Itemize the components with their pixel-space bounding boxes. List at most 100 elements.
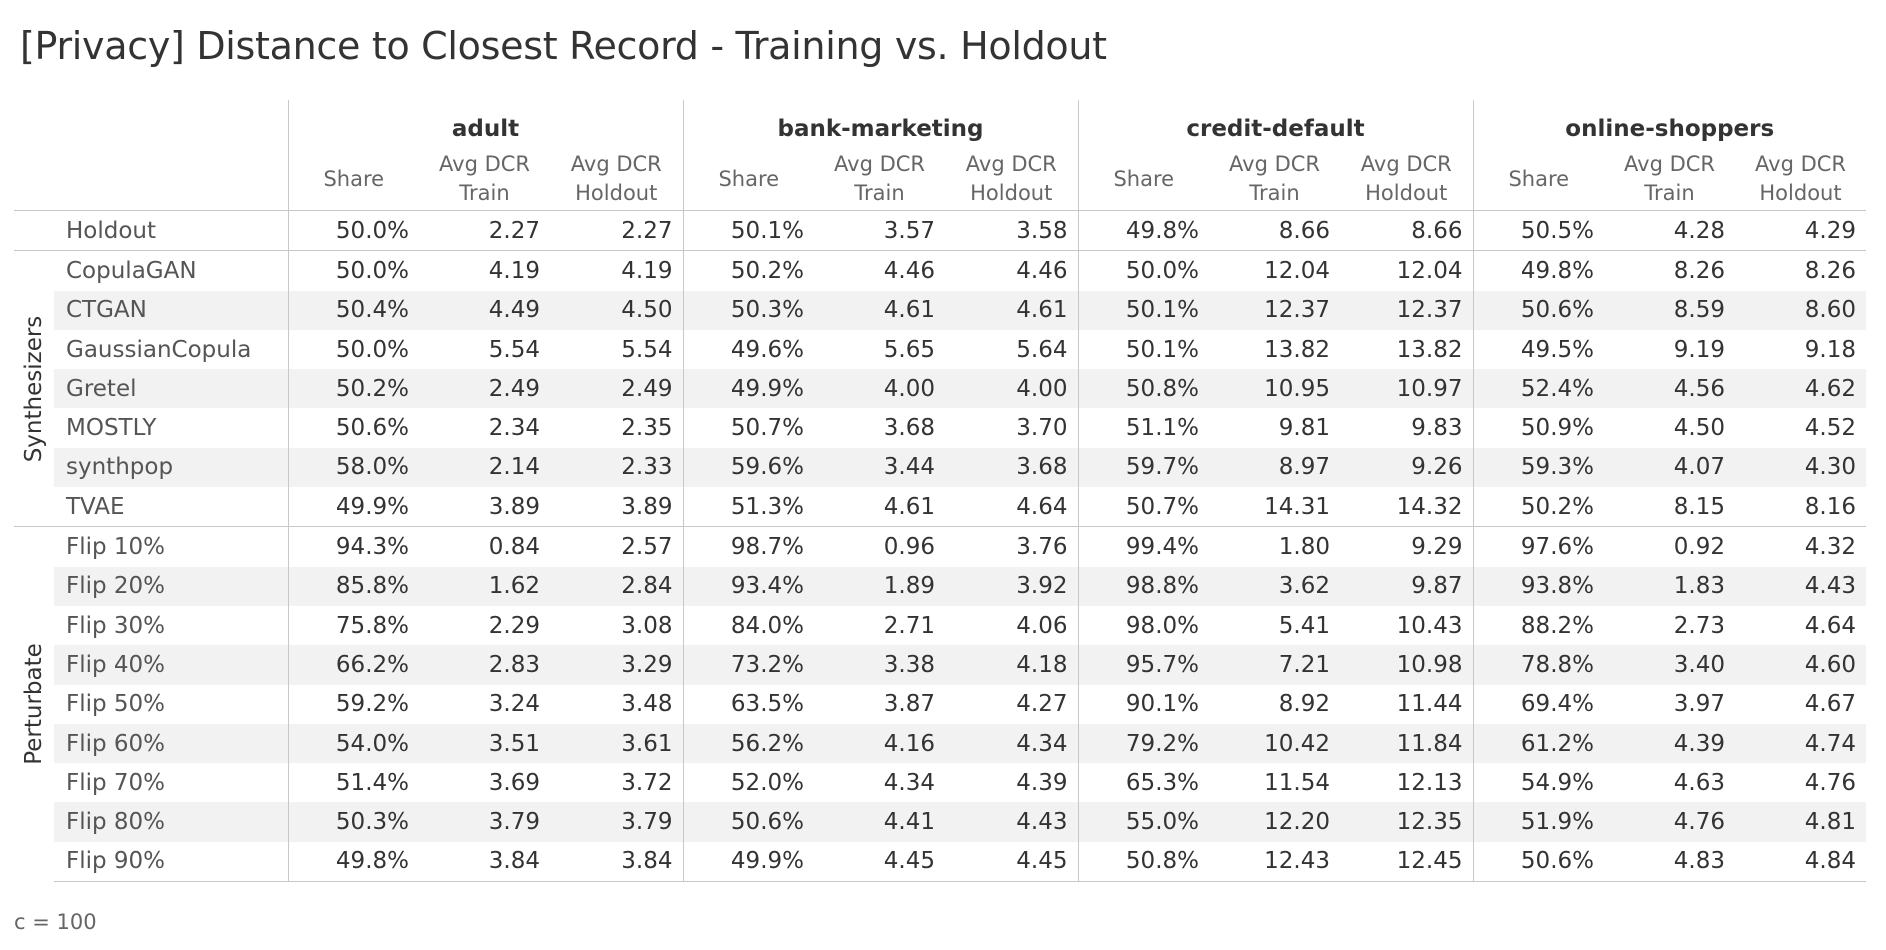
table-cell: 50.1% <box>682 210 814 251</box>
metric-header: Avg DCR Train <box>1209 148 1340 211</box>
table-cell: 0.84 <box>419 526 550 567</box>
metric-header-line: Holdout <box>575 181 658 205</box>
table-cell: 3.87 <box>883 691 935 718</box>
table-cell: 49.8% <box>1472 250 1604 291</box>
table-cell: 3.97 <box>1673 691 1725 718</box>
table-cell: 78.8% <box>1472 645 1604 685</box>
table-row: Flip 80% 50.3% 3.79 3.79 50.6% 4.41 4.43 55.0% 1… <box>14 802 1866 842</box>
table-cell: 49.5% <box>1472 329 1604 370</box>
table-cell: 2.27 <box>621 217 673 244</box>
table-cell: 59.3% <box>1472 447 1604 488</box>
table-cell: 4.07 <box>1604 447 1735 488</box>
table-cell: 50.3% <box>287 802 419 842</box>
dataset-header-bank-marketing: bank-marketing <box>682 100 1078 148</box>
table-cell: 1.80 <box>1209 526 1340 567</box>
table-cell: 98.8% <box>1077 566 1209 606</box>
metric-header: Avg DCR Holdout <box>1735 148 1866 211</box>
table-cell: 8.26 <box>1604 250 1735 291</box>
table-cell: 50.5% <box>1472 210 1604 251</box>
dataset-header-adult: adult <box>287 100 683 148</box>
table-cell: 4.64 <box>1016 493 1068 520</box>
table-cell: 1.62 <box>419 566 550 606</box>
table-cell: 5.64 <box>1016 336 1068 363</box>
row-label: Gretel <box>54 369 288 409</box>
table-cell: 7.21 <box>1209 645 1340 685</box>
table-cell: 3.79 <box>419 802 550 842</box>
metric-header-line: Avg DCR <box>1360 152 1452 176</box>
table-cell: 4.50 <box>1673 415 1725 442</box>
metric-header-line: Avg DCR <box>1755 152 1846 176</box>
footnote: c = 100 <box>14 910 97 934</box>
table-cell: 4.61 <box>883 493 935 520</box>
table-cell: 4.76 <box>1604 802 1735 842</box>
table-cell: 50.0% <box>287 329 419 370</box>
table-cell: 14.32 <box>1396 493 1463 520</box>
table-cell: 50.1% <box>1077 290 1209 330</box>
table-cell: 13.82 <box>1396 336 1463 363</box>
table-row: TVAE 49.9% 3.89 3.89 51.3% 4.61 4.64 50.7% 14.31… <box>14 487 1866 527</box>
table-cell: 50.6% <box>1472 290 1604 330</box>
row-label: Flip 20% <box>54 566 288 606</box>
table-cell: 50.0% <box>287 250 419 291</box>
metric-header-line: Share <box>1113 166 1175 191</box>
table-cell: 3.84 <box>550 841 683 883</box>
table-cell: 11.84 <box>1340 723 1473 764</box>
table-cell: 3.29 <box>550 645 683 685</box>
table-cell: 0.96 <box>814 526 945 567</box>
table-cell: 93.4% <box>682 566 814 606</box>
table-cell: 9.26 <box>1340 447 1473 488</box>
table-cell: 12.04 <box>1209 250 1340 291</box>
table-cell: 98.7% <box>682 526 814 567</box>
table-cell: 10.95 <box>1209 369 1340 409</box>
table-cell: 4.19 <box>419 250 550 291</box>
table-cell: 95.7% <box>1077 645 1209 685</box>
table-row: Flip 30% 75.8% 2.29 3.08 84.0% 2.71 4.06 98.0% 5… <box>14 605 1866 646</box>
table-cell: 2.84 <box>550 566 683 606</box>
table-cell: 3.79 <box>550 802 683 842</box>
metric-header-line: Train <box>459 181 510 205</box>
table-cell: 4.29 <box>1804 217 1856 244</box>
metric-header-line: Holdout <box>1759 181 1842 205</box>
table-cell: 4.19 <box>550 250 683 291</box>
table-cell: 3.72 <box>621 769 673 796</box>
table-cell: 3.61 <box>550 723 683 764</box>
table-cell: 3.57 <box>883 217 935 244</box>
table-cell: 8.97 <box>1209 447 1340 488</box>
table-cell: 4.74 <box>1735 723 1866 764</box>
metric-header: Share <box>1472 148 1604 211</box>
table-cell: 3.51 <box>419 723 550 764</box>
table-cell: 97.6% <box>1472 526 1604 567</box>
table-cell: 2.29 <box>488 612 540 639</box>
table-cell: 51.4% <box>287 763 419 803</box>
table-cell: 4.43 <box>1735 566 1866 606</box>
table-cell: 9.18 <box>1804 336 1856 363</box>
table-cell: 10.42 <box>1209 723 1340 764</box>
metric-header-line: Avg DCR <box>439 152 530 176</box>
table-cell: 50.2% <box>1472 487 1604 527</box>
table-cell: 4.67 <box>1804 691 1856 718</box>
table-cell: 3.69 <box>488 769 540 796</box>
table-cell: 3.62 <box>1209 566 1340 606</box>
table-cell: 4.46 <box>814 250 945 291</box>
metric-header: Avg DCR Train <box>814 148 945 211</box>
table-cell: 3.40 <box>1604 645 1735 685</box>
row-label: Flip 60% <box>54 723 288 764</box>
table-cell: 5.54 <box>488 336 540 363</box>
metric-header-line: Avg DCR <box>1229 152 1320 176</box>
table-cell: 94.3% <box>287 526 419 567</box>
metric-header: Avg DCR Train <box>1604 148 1735 211</box>
table-cell: 66.2% <box>287 645 419 685</box>
table-cell: 50.1% <box>1077 329 1209 370</box>
metric-header: Avg DCR Holdout <box>945 148 1078 211</box>
table-cell: 3.44 <box>814 447 945 488</box>
table-cell: 56.2% <box>682 723 814 764</box>
dataset-header-online-shoppers: online-shoppers <box>1472 100 1866 148</box>
table-cell: 10.97 <box>1340 369 1473 409</box>
table-cell: 12.04 <box>1340 250 1473 291</box>
row-label: CopulaGAN <box>54 250 288 291</box>
row-label: CTGAN <box>54 290 288 330</box>
table-cell: 4.84 <box>1735 841 1866 883</box>
metric-header: Share <box>1077 148 1209 211</box>
row-label: Flip 10% <box>54 526 288 567</box>
table-cell: 10.98 <box>1340 645 1473 685</box>
